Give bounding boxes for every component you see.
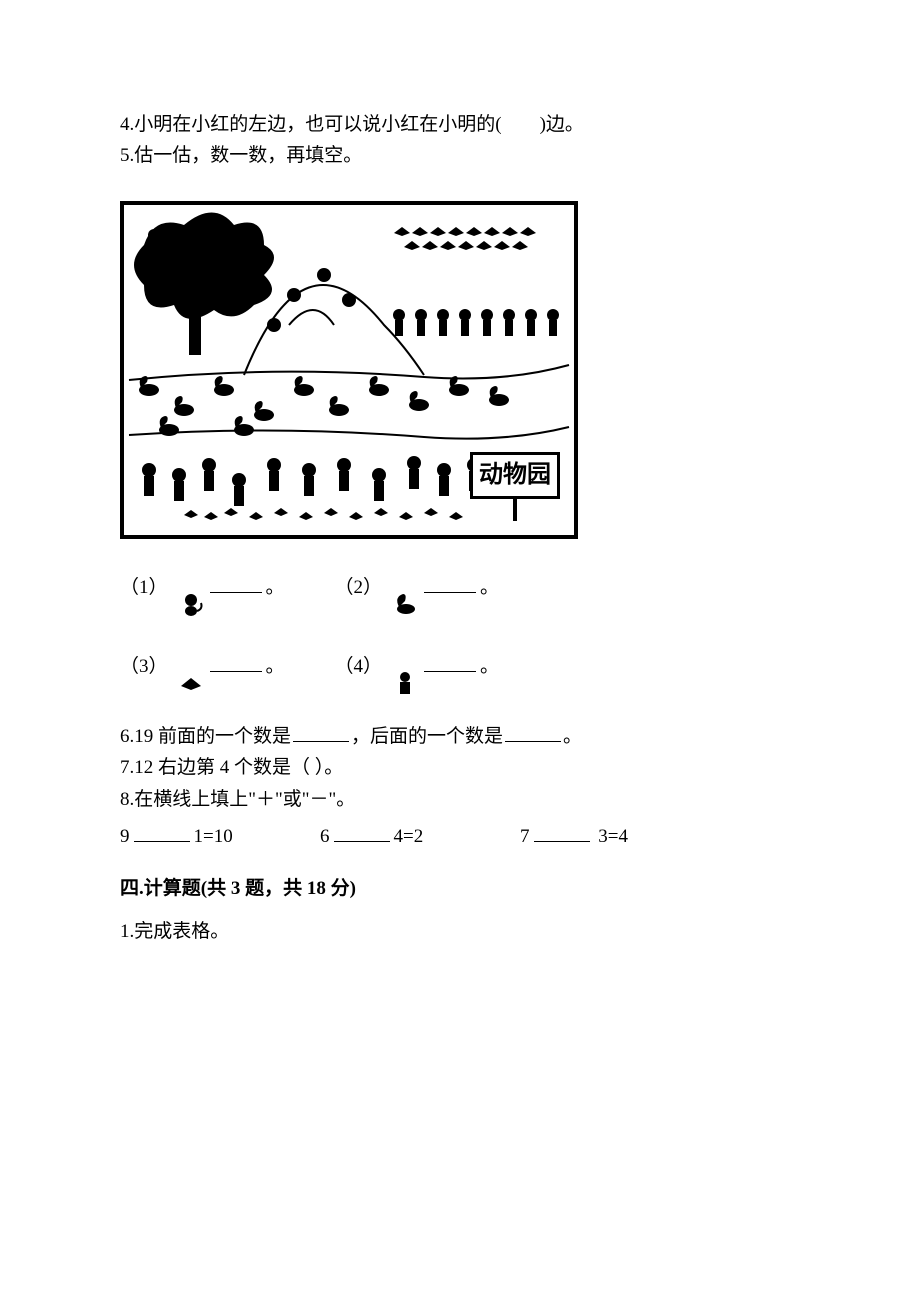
zoo-sign: 动物园: [470, 452, 560, 521]
flying-birds: [394, 227, 536, 250]
eq1-right: 1=10: [194, 826, 233, 847]
q4-suffix: )边。: [540, 114, 584, 135]
subquestion-row-2: （3） 。 （4） 。: [120, 652, 800, 681]
worksheet-page: 4.小明在小红的左边，也可以说小红在小明的( )边。 5.估一估，数一数，再填空…: [0, 0, 920, 1148]
sub1-blank[interactable]: [210, 573, 262, 593]
equation-3: 7 3=4: [520, 822, 720, 851]
zoo-sign-label: 动物园: [470, 452, 560, 499]
sub4-label: （4）: [335, 652, 383, 681]
calc-question-1: 1.完成表格。: [120, 917, 800, 946]
subquestion-3: （3） 。: [120, 652, 285, 681]
tree-monkeys-group: [134, 212, 274, 355]
eq3-blank[interactable]: [534, 822, 590, 842]
q4-prefix: 4.小明在小红的左边，也可以说小红在小明的(: [120, 114, 502, 135]
question-6: 6.19 前面的一个数是 ，后面的一个数是 。: [120, 722, 800, 751]
child-icon: [392, 670, 418, 696]
bird-icon: [178, 670, 204, 696]
equation-2: 6 4=2: [320, 822, 520, 851]
eq2-right: 4=2: [394, 826, 424, 847]
ground-birds: [184, 508, 463, 520]
section-4-heading: 四.计算题(共 3 题，共 18 分): [120, 874, 800, 903]
subquestion-2: （2） 。: [335, 573, 500, 602]
sub2-period: 。: [480, 573, 499, 602]
question-7: 7.12 右边第 4 个数是（ ）。: [120, 753, 800, 782]
eq3-left: 7: [520, 826, 530, 847]
sub3-blank[interactable]: [210, 652, 262, 672]
sub3-period: 。: [266, 652, 285, 681]
sub1-period: 。: [266, 573, 285, 602]
subquestion-4: （4） 。: [335, 652, 500, 681]
question-4: 4.小明在小红的左边，也可以说小红在小明的( )边。: [120, 110, 800, 139]
subquestion-1: （1） 。: [120, 573, 285, 602]
q6-blank-1[interactable]: [293, 722, 349, 742]
q6-prefix: 6.19 前面的一个数是: [120, 726, 291, 747]
sub4-blank[interactable]: [424, 652, 476, 672]
eq3-right: 3=4: [594, 826, 628, 847]
eq2-blank[interactable]: [334, 822, 390, 842]
question-8: 8.在横线上填上"＋"或"－"。: [120, 785, 800, 814]
q4-blank[interactable]: [502, 114, 540, 135]
eq1-left: 9: [120, 826, 130, 847]
sub4-period: 。: [480, 652, 499, 681]
swan-icon: [392, 591, 418, 617]
swans: [139, 376, 509, 436]
mountain-monkeys: [267, 268, 356, 332]
sub2-blank[interactable]: [424, 573, 476, 593]
subquestion-row-1: （1） 。 （2） 。: [120, 573, 800, 602]
equation-1: 9 1=10: [120, 822, 320, 851]
sub1-label: （1）: [120, 573, 168, 602]
q6-suffix: 。: [563, 726, 582, 747]
q6-mid: ，后面的一个数是: [351, 726, 503, 747]
sub3-label: （3）: [120, 652, 168, 681]
zoo-sign-pole: [513, 499, 517, 521]
q6-blank-2[interactable]: [505, 722, 561, 742]
kids-row-lower: [142, 456, 481, 506]
equation-row: 9 1=10 6 4=2 7 3=4: [120, 822, 800, 851]
monkey-icon: [178, 591, 204, 617]
eq1-blank[interactable]: [134, 822, 190, 842]
kids-row-upper: [393, 309, 559, 336]
eq2-left: 6: [320, 826, 330, 847]
question-5: 5.估一估，数一数，再填空。: [120, 141, 800, 170]
zoo-scene-figure: 动物园: [120, 201, 578, 539]
sub2-label: （2）: [335, 573, 383, 602]
